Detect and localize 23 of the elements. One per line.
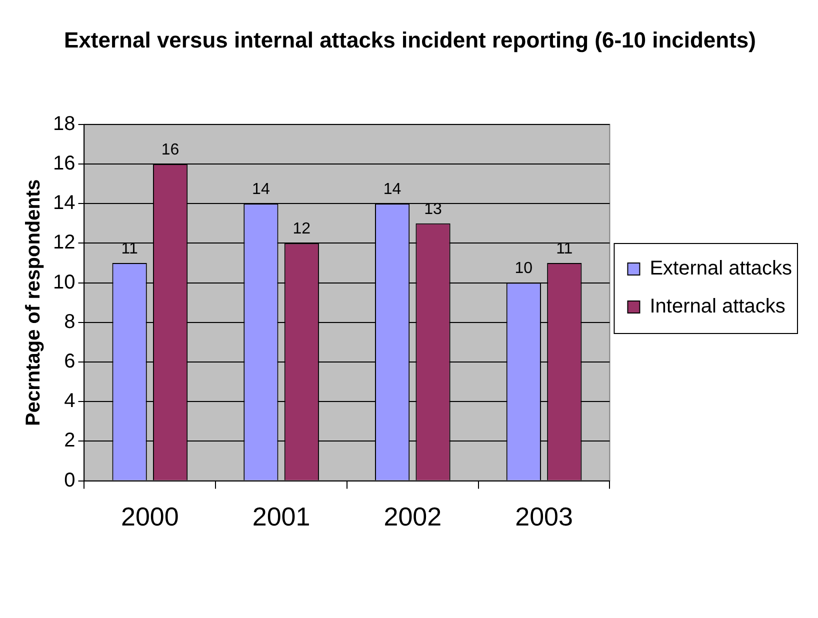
y-tick-label: 0 — [64, 469, 76, 492]
y-tick-label: 14 — [52, 192, 76, 214]
y-tick-label: 2 — [64, 430, 76, 452]
y-axis-title: Pecrntage of respondents — [22, 179, 45, 426]
y-tick-label: 6 — [64, 350, 76, 373]
x-tick-label: 2000 — [121, 502, 179, 532]
y-tick-label: 4 — [64, 390, 76, 412]
x-tick-label: 2002 — [384, 502, 442, 532]
x-tick-label: 2001 — [252, 502, 310, 532]
data-label: 12 — [292, 220, 311, 238]
x-tick-label: 2003 — [515, 502, 573, 532]
y-tick-label: 12 — [52, 232, 76, 254]
chart-title: External versus internal attacks incident reporting (6-10 incidents) — [64, 27, 756, 52]
legend-label: External attacks — [650, 258, 792, 280]
y-tick-label: 18 — [52, 112, 76, 135]
data-label: 14 — [383, 181, 402, 198]
y-tick-label: 8 — [64, 310, 76, 333]
legend-label: Internal attacks — [650, 296, 786, 318]
y-tick-label: 10 — [52, 271, 76, 294]
data-label: 16 — [161, 141, 180, 158]
data-label: 10 — [514, 260, 533, 278]
y-tick-label: 16 — [52, 152, 76, 175]
data-label: 14 — [252, 181, 270, 198]
